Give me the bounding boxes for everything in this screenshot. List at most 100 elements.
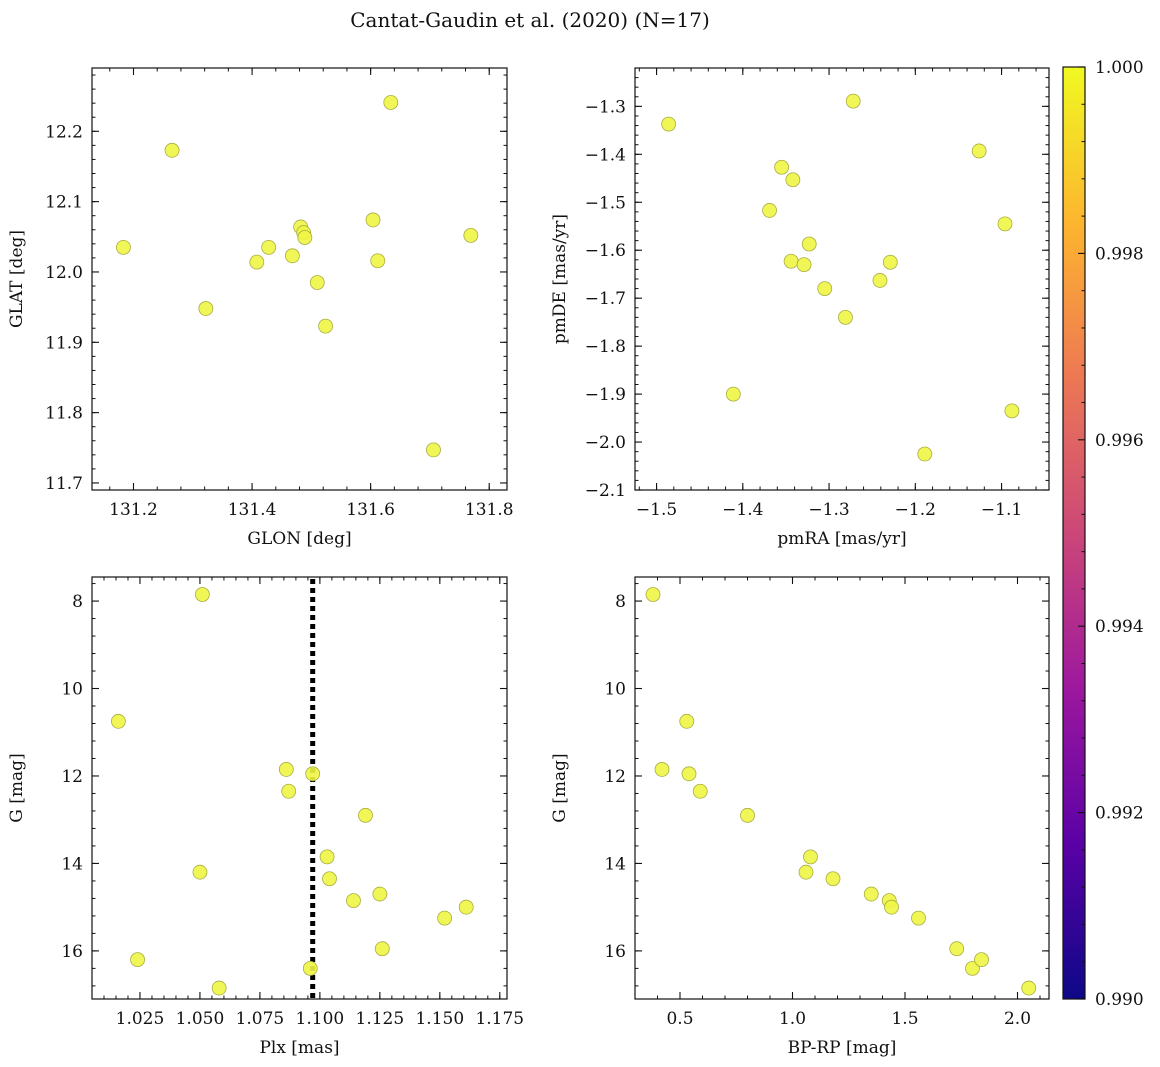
panel-bprp-g-ylabel: G [mag]: [550, 753, 570, 822]
y-tick-label: 12.0: [45, 263, 83, 283]
data-point: [645, 587, 661, 602]
data-point: [372, 886, 388, 902]
data-point: [458, 899, 474, 915]
figure-title: Cantat-Gaudin et al. (2020) (N=17): [350, 8, 710, 32]
y-tick-label: 11.8: [45, 404, 83, 424]
data-point: [437, 910, 453, 926]
data-point: [116, 239, 131, 255]
data-point: [679, 713, 695, 729]
x-tick-label: 1.100: [296, 1009, 345, 1029]
y-tick-label: −2.0: [585, 433, 626, 453]
colorbar-tick-label: 0.998: [1095, 244, 1144, 264]
panel-bprp-g-frame: [634, 576, 1050, 1000]
panel-plx-g-ylabel: G [mag]: [7, 753, 27, 822]
x-tick-label: 1.025: [116, 1009, 165, 1029]
data-point: [284, 248, 300, 264]
y-tick-label: −1.7: [585, 289, 626, 309]
panel-plx-g-frame: [91, 576, 508, 1000]
y-tick-label: 12.1: [45, 193, 83, 213]
data-point: [882, 254, 898, 270]
data-point: [302, 960, 318, 976]
data-point: [917, 446, 933, 462]
x-tick-label: −1.5: [636, 500, 677, 520]
x-tick-label: −1.2: [895, 500, 936, 520]
data-point: [198, 301, 214, 316]
data-point: [281, 783, 297, 799]
y-tick-label: 14: [604, 854, 626, 874]
panel-pmra-pmde-frame: [634, 67, 1050, 491]
panel-bprp-g-points: [645, 587, 1037, 996]
colorbar-ticks: 0.990 0.992 0.994 0.996 0.998 1.000: [1078, 58, 1144, 1010]
data-point: [661, 116, 677, 132]
y-tick-label: 11.9: [45, 333, 83, 353]
panel-pmra-pmde-ylabel: pmDE [mas/yr]: [550, 214, 570, 344]
data-point: [309, 275, 325, 290]
data-point: [884, 899, 899, 915]
data-point: [1004, 403, 1020, 419]
y-tick-label: 8: [615, 592, 626, 612]
data-point: [785, 172, 801, 188]
panel-bprp-g-ticks: 0.5 1.0 1.5 2.0 8 10 12 14 16: [604, 577, 1049, 1029]
data-point: [346, 893, 361, 909]
data-point: [261, 239, 277, 255]
colorbar-tick-label: 0.990: [1095, 990, 1144, 1010]
y-tick-label: 8: [72, 592, 83, 612]
data-point: [319, 849, 335, 865]
x-tick-label: 1.150: [415, 1009, 464, 1029]
panel-glon-glat-ticks: 131.2 131.4 131.6 131.8 11.7 11.8 11.9 12.0 12.1…: [45, 68, 514, 520]
data-point: [426, 442, 441, 458]
y-tick-label: 12: [604, 767, 626, 787]
data-point: [997, 216, 1013, 232]
data-point: [974, 952, 989, 968]
data-point: [803, 849, 818, 865]
panel-glon-glat: 131.2 131.4 131.6 131.8 11.7 11.8 11.9 12.0 12.1…: [7, 67, 514, 549]
x-tick-label: −1.1: [981, 500, 1022, 520]
x-tick-label: 1.125: [356, 1009, 405, 1029]
data-point: [798, 864, 814, 880]
data-point: [463, 227, 479, 243]
data-point: [965, 960, 980, 976]
panel-plx-g-xlabel: Plx [mas]: [259, 1038, 339, 1058]
panel-pmra-pmde-xlabel: pmRA [mas/yr]: [777, 529, 906, 549]
data-point: [725, 386, 741, 402]
data-point: [845, 93, 861, 109]
data-point: [1021, 980, 1037, 996]
x-tick-label: 1.175: [475, 1009, 524, 1029]
panel-bprp-g: 0.5 1.0 1.5 2.0 8 10 12 14 16 BP-RP [mag] G [mag…: [550, 576, 1050, 1058]
data-point: [740, 807, 755, 823]
panel-plx-g-ticks: 1.025 1.050 1.075 1.100 1.125 1.150 1.175 8 10 12…: [61, 577, 524, 1029]
y-tick-label: −1.9: [585, 385, 626, 405]
x-tick-label: 1.5: [891, 1009, 918, 1029]
data-point: [949, 941, 965, 957]
x-tick-label: 0.5: [666, 1009, 693, 1029]
data-point: [370, 253, 386, 269]
panel-bprp-g-xlabel: BP-RP [mag]: [788, 1038, 897, 1058]
y-tick-label: 12.2: [45, 122, 83, 142]
data-point: [774, 159, 790, 175]
data-point: [911, 910, 926, 926]
data-point: [762, 203, 777, 218]
x-tick-label: 131.8: [465, 500, 514, 520]
data-point: [681, 766, 697, 782]
panel-glon-glat-ylabel: GLAT [deg]: [7, 230, 27, 328]
colorbar-tick-label: 0.996: [1095, 431, 1144, 451]
panel-pmra-pmde-ticks: −1.5 −1.4 −1.3 −1.2 −1.1 −2.1 −2.0 −1.9 −1.8 −1.7…: [585, 67, 1049, 520]
x-tick-label: −1.4: [722, 500, 763, 520]
x-tick-label: −1.3: [808, 500, 849, 520]
data-point: [278, 762, 294, 777]
panel-pmra-pmde: −1.5 −1.4 −1.3 −1.2 −1.1 −2.1 −2.0 −1.9 −1.8 −1.7…: [550, 67, 1050, 549]
data-point: [796, 257, 812, 273]
colorbar-tick-label: 0.994: [1095, 617, 1144, 637]
panel-glon-glat-points: [116, 95, 479, 458]
y-tick-label: 11.7: [45, 474, 83, 494]
data-point: [783, 253, 799, 269]
x-tick-label: 131.6: [346, 500, 395, 520]
y-tick-label: −1.3: [585, 97, 626, 117]
y-tick-label: −1.6: [585, 241, 626, 261]
data-point: [110, 713, 126, 729]
data-point: [211, 980, 227, 996]
colorbar-gradient: [1062, 66, 1086, 1000]
data-point: [654, 762, 670, 777]
panel-glon-glat-xlabel: GLON [deg]: [247, 529, 351, 549]
